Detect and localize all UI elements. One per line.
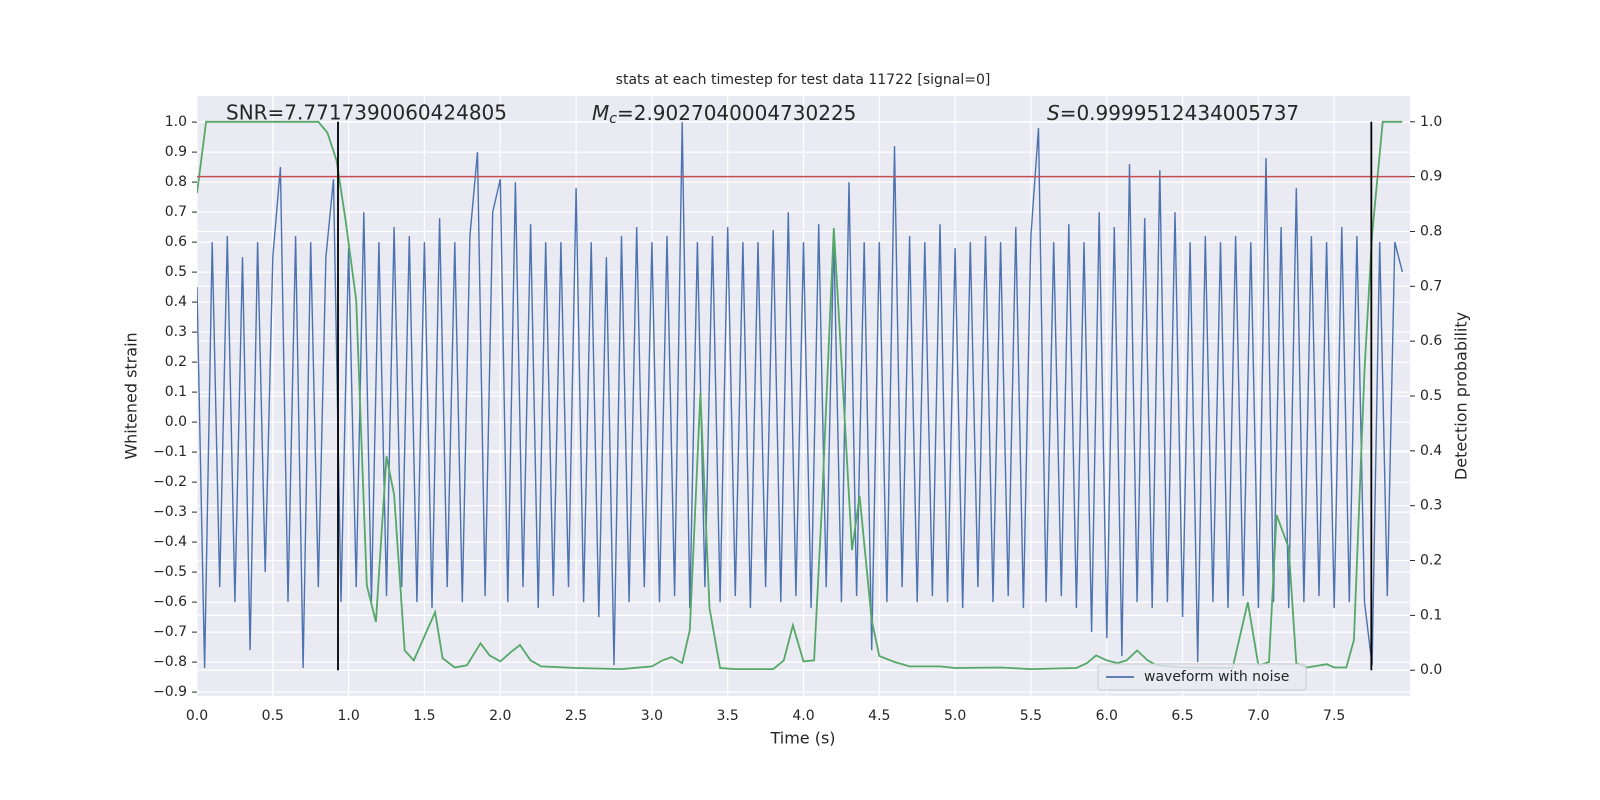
waveform-line (197, 122, 1404, 669)
y2-tick-label: 0.6 (1420, 333, 1442, 349)
y-tick-label: 0.2 (165, 354, 187, 370)
y-tick-label: −0.7 (153, 624, 187, 640)
annotation-symbol: S (1047, 101, 1060, 125)
y2-tick-label: 1.0 (1420, 114, 1442, 130)
y2-tick-label: 0.3 (1420, 498, 1442, 514)
y-tick-label: 0.3 (165, 324, 187, 340)
annotation-symbol: M (592, 101, 609, 125)
y-tick-label: −0.8 (153, 654, 187, 670)
x-tick-label: 0.0 (186, 708, 208, 724)
x-tick-label: 4.0 (792, 708, 814, 724)
y2-tick-label: 0.0 (1420, 662, 1442, 678)
y2-tick-label: 0.8 (1420, 223, 1442, 239)
y-tick-label: −0.4 (153, 534, 187, 550)
x-tick-label: 0.5 (262, 708, 284, 724)
annotation-value: =0.9999512434005737 (1060, 101, 1299, 125)
x-tick-label: 3.0 (641, 708, 663, 724)
y-tick-label: −0.6 (153, 594, 187, 610)
x-tick-label: 3.5 (717, 708, 739, 724)
x-tick-label: 5.0 (944, 708, 966, 724)
x-tick-label: 7.5 (1323, 708, 1345, 724)
y-tick-label: 0.7 (165, 204, 187, 220)
y2-tick-label: 0.4 (1420, 443, 1442, 459)
x-tick-label: 2.5 (565, 708, 587, 724)
annotation-subscript: c (609, 111, 617, 127)
annotation: S=0.9999512434005737 (1047, 101, 1299, 125)
x-tick-label: 5.5 (1020, 708, 1042, 724)
y-axis-label: Whitened strain (122, 332, 141, 459)
legend-label: waveform with noise (1144, 669, 1289, 685)
y2-tick-label: 0.1 (1420, 607, 1442, 623)
legend: waveform with noise (1097, 663, 1307, 691)
x-tick-label: 4.5 (868, 708, 890, 724)
annotation: Mc=2.9027040004730225 (592, 101, 856, 128)
x-tick-label: 1.5 (413, 708, 435, 724)
legend-box (1097, 663, 1307, 691)
y-tick-label: 0.8 (165, 174, 187, 190)
x-tick-label: 7.0 (1247, 708, 1269, 724)
y2-axis-label: Detection probability (1452, 312, 1471, 480)
y-tick-label: 0.5 (165, 264, 187, 280)
y-tick-label: −0.2 (153, 474, 187, 490)
x-axis-label: Time (s) (769, 729, 835, 748)
annotation: SNR=7.7717390060424805 (226, 101, 507, 125)
y2-tick-label: 0.5 (1420, 388, 1442, 404)
annotation-value: =2.9027040004730225 (617, 101, 856, 125)
y2-tick-label: 0.9 (1420, 169, 1442, 185)
probability-line (197, 120, 1403, 671)
y-tick-label: −0.5 (153, 564, 187, 580)
y-tick-label: −0.3 (153, 504, 187, 520)
y-tick-label: −0.9 (153, 684, 187, 700)
y-tick-label: 1.0 (165, 114, 187, 130)
y-tick-label: 0.1 (165, 384, 187, 400)
y2-tick-label: 0.2 (1420, 553, 1442, 569)
y2-tick-label: 0.7 (1420, 278, 1442, 294)
y-tick-label: 0.9 (165, 144, 187, 160)
chart-title: stats at each timestep for test data 117… (616, 72, 991, 88)
y-tick-label: 0.4 (165, 294, 187, 310)
x-tick-label: 2.0 (489, 708, 511, 724)
x-tick-label: 6.5 (1171, 708, 1193, 724)
y-tick-label: 0.6 (165, 234, 187, 250)
y-tick-label: −0.1 (153, 444, 187, 460)
x-tick-label: 1.0 (337, 708, 359, 724)
y-tick-label: 0.0 (165, 414, 187, 430)
x-tick-label: 6.0 (1096, 708, 1118, 724)
